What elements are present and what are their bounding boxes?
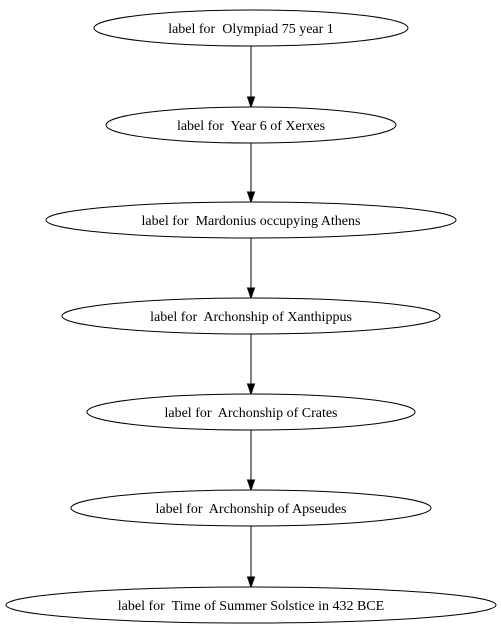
node-label: label for Olympiad 75 year 1 (168, 22, 334, 37)
nodes-layer: label for Olympiad 75 year 1 label for Ye… (5, 9, 497, 624)
node-label: label for Archonship of Crates (164, 406, 337, 421)
arrowhead (246, 576, 256, 589)
node-n7: label for Time of Summer Solstice in 432… (5, 586, 497, 624)
arrowhead (246, 287, 256, 300)
node-ellipse (105, 106, 397, 144)
edges-layer (246, 46, 256, 589)
edge-n1-n2 (246, 46, 256, 109)
node-label: label for Archonship of Xanthippus (150, 310, 352, 325)
arrowhead (246, 96, 256, 109)
node-ellipse (5, 586, 497, 624)
node-ellipse (70, 489, 432, 527)
arrowhead (246, 191, 256, 204)
edge-n5-n6 (246, 430, 256, 492)
edge-n3-n4 (246, 238, 256, 300)
node-ellipse (45, 201, 457, 239)
node-n1: label for Olympiad 75 year 1 (93, 9, 409, 47)
node-n5: label for Archonship of Crates (86, 393, 416, 431)
node-label: label for Year 6 of Xerxes (177, 119, 325, 134)
arrowhead (246, 479, 256, 492)
node-ellipse (93, 9, 409, 47)
edge-n6-n7 (246, 526, 256, 589)
node-ellipse (61, 297, 441, 335)
edge-n4-n5 (246, 334, 256, 396)
node-label: label for Mardonius occupying Athens (142, 214, 361, 229)
node-label: label for Time of Summer Solstice in 432… (118, 599, 384, 614)
edge-n2-n3 (246, 143, 256, 204)
node-n4: label for Archonship of Xanthippus (61, 297, 441, 335)
node-n6: label for Archonship of Apseudes (70, 489, 432, 527)
arrowhead (246, 383, 256, 396)
node-ellipse (86, 393, 416, 431)
node-n2: label for Year 6 of Xerxes (105, 106, 397, 144)
node-n3: label for Mardonius occupying Athens (45, 201, 457, 239)
node-label: label for Archonship of Apseudes (156, 502, 347, 517)
